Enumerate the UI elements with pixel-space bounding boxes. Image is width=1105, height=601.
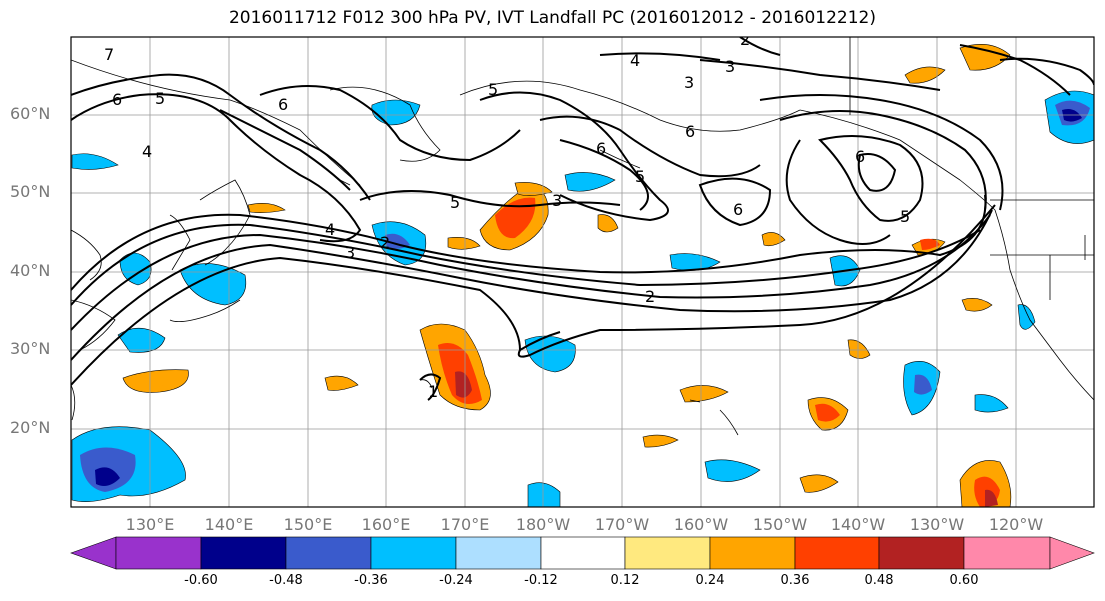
lon-label: 180°W	[515, 515, 571, 534]
colorbar-bin	[624, 536, 711, 570]
colorbar-bin	[878, 536, 965, 570]
colorbar-tick-label: 0.12	[610, 573, 640, 588]
contour-label: 4	[142, 142, 152, 161]
colorbar-bin	[794, 536, 880, 570]
lat-label: 40°N	[10, 261, 51, 280]
colorbar-tick-label: 0.24	[695, 573, 725, 588]
contour-label: 6	[596, 139, 606, 158]
lon-label: 130°E	[125, 515, 175, 534]
colorbar-tick-label: -0.24	[439, 573, 473, 588]
colorbar	[70, 536, 1095, 570]
colorbar-tick-label: 0.36	[780, 573, 810, 588]
contour-label: 3	[684, 73, 694, 92]
contour-label: 2	[645, 287, 655, 306]
colorbar-bin	[963, 536, 1051, 570]
lon-label: 130°W	[909, 515, 965, 534]
colorbar-bin	[200, 536, 287, 570]
contour-label: 4	[325, 220, 335, 239]
lat-label: 50°N	[10, 182, 51, 201]
colorbar-tick-label: -0.12	[524, 573, 558, 588]
colorbar-bin	[709, 536, 796, 570]
contour-label: 5	[155, 89, 165, 108]
lat-label: 60°N	[10, 104, 51, 123]
contour-label: 6	[278, 95, 288, 114]
lon-label: 150°W	[752, 515, 808, 534]
colorbar-extend-left	[70, 536, 117, 570]
contour-label: 2	[740, 30, 750, 49]
colorbar-bin	[370, 536, 457, 570]
lon-label: 120°W	[988, 515, 1044, 534]
lon-label: 140°W	[830, 515, 886, 534]
colorbar-tick-label: -0.60	[184, 573, 218, 588]
coastlines	[71, 37, 1094, 436]
contour-label: 5	[488, 80, 498, 99]
colorbar-bin	[115, 536, 202, 570]
colorbar-tick-label: 0.48	[864, 573, 894, 588]
colorbar-tick-label: -0.36	[354, 573, 388, 588]
lon-label: 170°W	[594, 515, 650, 534]
lat-label: 20°N	[10, 418, 51, 437]
lon-label: 140°E	[204, 515, 254, 534]
contour-label: 3	[552, 191, 562, 210]
contour-label: 6	[733, 200, 743, 219]
ivt-contours	[71, 37, 1094, 401]
contour-label: 5	[450, 193, 460, 212]
lon-label: 160°E	[361, 515, 411, 534]
colorbar-extend-right	[1049, 536, 1095, 570]
colorbar-tick-label: -0.48	[269, 573, 303, 588]
colorbar-bin	[285, 536, 372, 570]
contour-label: 6	[112, 90, 122, 109]
lon-label: 160°W	[673, 515, 729, 534]
contour-label: 3	[345, 243, 355, 262]
lon-label: 170°E	[440, 515, 490, 534]
contour-label: 6	[855, 147, 865, 166]
contour-label: 7	[104, 45, 114, 64]
lon-label: 150°E	[283, 515, 333, 534]
lat-label: 30°N	[10, 339, 51, 358]
colorbar-bin	[540, 536, 626, 570]
contour-label: 3	[725, 57, 735, 76]
contour-label: 5	[635, 167, 645, 186]
map-frame	[70, 36, 1095, 508]
map-title: 2016011712 F012 300 hPa PV, IVT Landfall…	[228, 8, 876, 28]
contour-label: 6	[685, 122, 695, 141]
contour-label: 5	[900, 207, 910, 226]
colorbar-bin	[455, 536, 542, 570]
contour-label: 4	[630, 51, 640, 70]
colorbar-tick-label: 0.60	[949, 573, 979, 588]
contour-label: 2	[380, 233, 390, 252]
anomaly-shading	[71, 43, 1094, 507]
contour-label: 1	[428, 382, 438, 401]
